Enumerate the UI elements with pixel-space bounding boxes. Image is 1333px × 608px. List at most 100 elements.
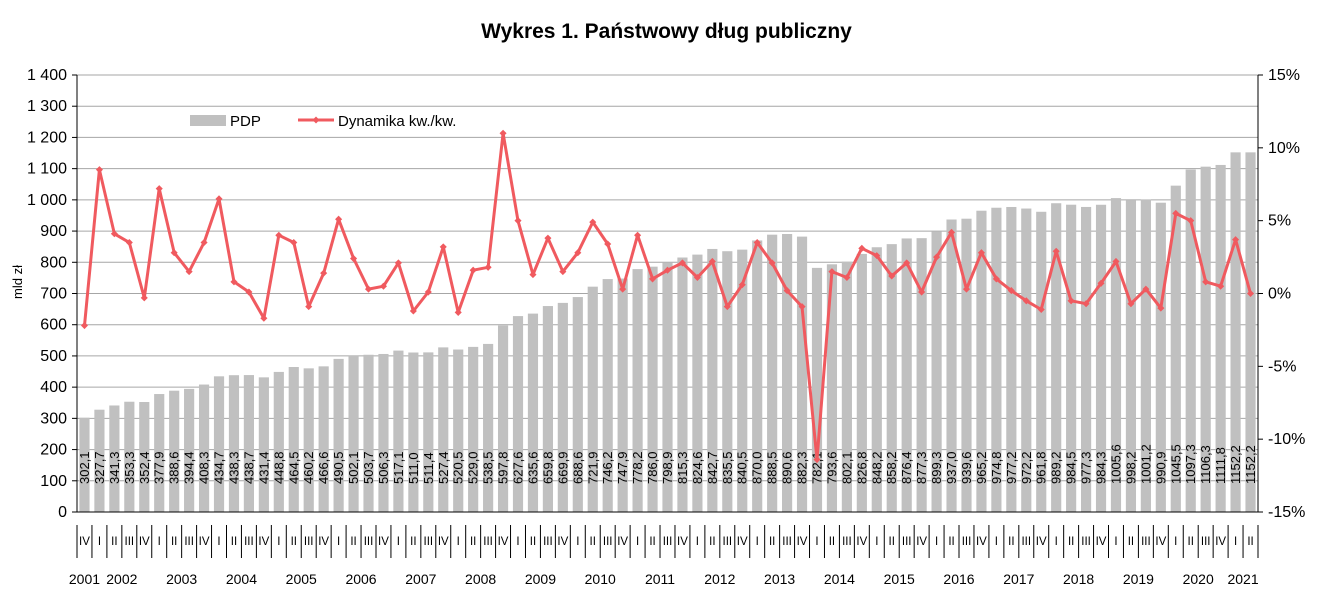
quarter-label: III	[1201, 536, 1211, 548]
bar-value-label: 527,4	[436, 451, 451, 484]
bar	[722, 251, 733, 512]
bar-value-label: 989,2	[1049, 451, 1064, 484]
bar	[886, 244, 897, 512]
quarter-label: III	[424, 536, 434, 548]
quarter-label: IV	[79, 536, 90, 548]
line-marker	[948, 228, 956, 236]
bar	[542, 306, 553, 512]
line-marker	[185, 268, 193, 276]
bar	[468, 346, 479, 512]
bar-value-label: 877,3	[914, 451, 929, 484]
quarter-label: III	[723, 536, 733, 548]
line-marker	[514, 217, 522, 225]
y2-tick-label: 15%	[1268, 67, 1300, 84]
bar	[512, 316, 524, 512]
quarter-label: II	[1247, 536, 1253, 548]
line-marker	[439, 243, 447, 251]
line-marker	[110, 230, 118, 238]
bar-value-label: 438,3	[226, 451, 241, 484]
year-label: 2019	[1123, 571, 1154, 587]
line-marker	[574, 249, 582, 257]
quarter-label: IV	[1096, 536, 1107, 548]
line-marker	[125, 238, 133, 247]
bar	[1006, 206, 1017, 512]
bar	[1066, 204, 1077, 512]
bar	[1200, 166, 1211, 512]
bar-value-label: 858,2	[884, 451, 899, 484]
quarter-label: IV	[797, 536, 808, 548]
year-label: 2015	[884, 571, 915, 587]
line-marker	[918, 288, 926, 296]
bar	[662, 262, 673, 512]
bar-value-label: 1001,2	[1138, 444, 1153, 484]
bar	[826, 264, 838, 512]
quarter-label: III	[543, 536, 553, 548]
bar	[557, 302, 568, 512]
quarter-label: III	[125, 536, 135, 548]
quarter-label: IV	[318, 536, 329, 548]
bar-value-label: 882,3	[795, 451, 810, 484]
y-axis-label: mld zł	[10, 265, 25, 299]
line-marker	[454, 308, 462, 316]
y-tick-label: 1 100	[27, 161, 67, 178]
line-marker	[200, 238, 208, 247]
quarter-label: III	[184, 536, 194, 548]
bar	[1245, 152, 1256, 512]
bar-value-label: 835,5	[720, 451, 735, 484]
bar-value-label: 659,8	[540, 451, 555, 484]
bar	[213, 376, 225, 512]
quarter-label: II	[231, 536, 237, 548]
year-label: 2017	[1003, 571, 1034, 587]
y-tick-label: 900	[40, 223, 67, 240]
chart-title: Wykres 1. Państwowy dług publiczny	[481, 20, 852, 43]
quarter-label: IV	[438, 536, 449, 548]
y2-tick-label: -5%	[1268, 358, 1296, 375]
line-marker	[708, 257, 716, 265]
year-label: 2013	[764, 571, 795, 587]
bar-value-label: 1111,8	[1213, 447, 1228, 484]
bar-value-label: 1152,2	[1243, 445, 1258, 484]
bar	[1155, 202, 1166, 513]
bar	[1140, 199, 1151, 512]
bar	[79, 417, 90, 512]
bar-value-label: 1152,2	[1228, 445, 1243, 484]
quarter-label: II	[1068, 536, 1074, 548]
quarter-label: IV	[916, 536, 927, 548]
bar	[109, 405, 120, 512]
y2-tick-label: 0%	[1268, 286, 1291, 303]
bar-value-label: 669,9	[555, 451, 570, 484]
bar-value-label: 937,0	[944, 451, 959, 484]
line-marker	[170, 249, 178, 257]
legend-swatch-bar	[190, 115, 226, 126]
quarter-label: II	[1128, 536, 1134, 548]
quarter-label: III	[962, 536, 972, 548]
quarter-label: II	[649, 536, 655, 548]
bar	[423, 352, 434, 512]
bar-value-label: 353,3	[122, 451, 137, 484]
bar	[647, 266, 658, 512]
bar	[856, 253, 867, 512]
year-label: 2004	[226, 571, 257, 587]
line-marker	[619, 285, 627, 293]
quarter-label: III	[663, 536, 673, 548]
bar-value-label: 870,0	[750, 451, 765, 484]
quarter-label: IV	[498, 536, 509, 548]
quarter-label: III	[244, 536, 254, 548]
bar	[198, 384, 210, 512]
bar	[1185, 169, 1196, 512]
year-label: 2008	[465, 571, 496, 587]
bar-value-label: 431,4	[256, 451, 271, 484]
bar	[737, 249, 748, 512]
bar-value-label: 377,9	[152, 451, 167, 484]
quarter-label: II	[948, 536, 954, 548]
bar-value-label: 793,6	[824, 451, 839, 484]
bar	[1170, 185, 1181, 512]
bar	[961, 218, 972, 512]
line-marker	[305, 303, 313, 311]
bar	[931, 231, 942, 513]
bar-value-label: 438,7	[241, 451, 256, 484]
quarter-label: I	[1114, 536, 1117, 548]
bar	[946, 219, 957, 512]
bar-value-label: 974,8	[989, 451, 1004, 484]
